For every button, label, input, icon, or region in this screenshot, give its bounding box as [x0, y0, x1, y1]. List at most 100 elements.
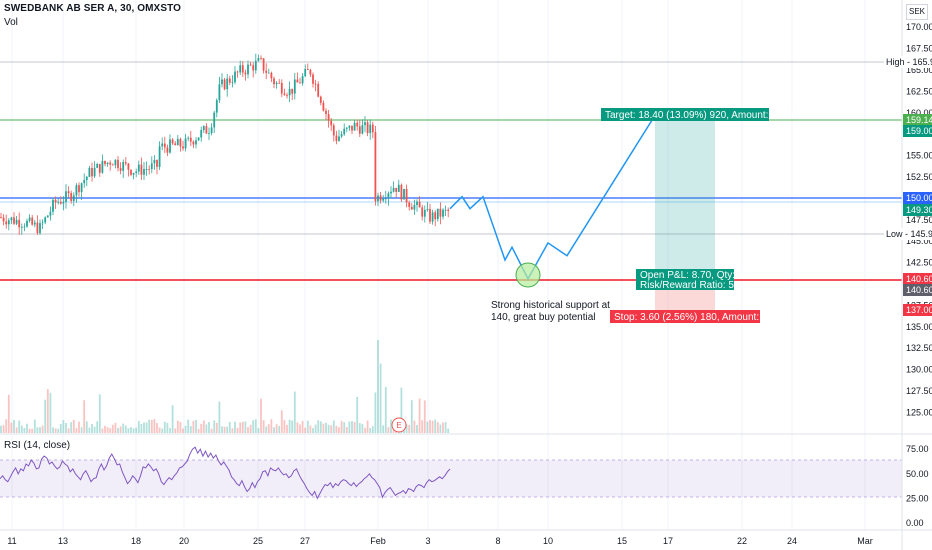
price-tick: 127.50 — [906, 386, 932, 396]
volume-bar — [332, 420, 335, 433]
high-tag-bg — [884, 56, 932, 68]
volume-bar — [44, 399, 47, 433]
volume-bar — [319, 421, 322, 433]
volume-bar — [119, 426, 122, 433]
candle-body — [0, 217, 2, 219]
volume-bar — [299, 424, 301, 433]
volume-bar — [436, 422, 439, 433]
currency-button[interactable]: SEK — [906, 4, 928, 20]
symbol-title[interactable]: SWEDBANK AB SER A, 30, OMXSTO — [4, 3, 181, 14]
candle-body — [351, 125, 353, 131]
rsi-tick: 50.00 — [906, 469, 929, 479]
volume-bar — [70, 422, 73, 433]
volume-bar — [226, 426, 229, 433]
volume-bar — [377, 339, 379, 433]
price-axis[interactable]: 125.00127.50130.00132.50135.00137.50140.… — [906, 22, 932, 417]
candle-body — [148, 168, 151, 170]
profit-zone[interactable] — [655, 120, 715, 280]
volume-bar — [340, 420, 343, 433]
volume-bar — [293, 391, 296, 433]
support-circle-marker[interactable] — [515, 262, 541, 288]
candle-body — [135, 171, 138, 174]
low-tag-bg — [884, 228, 932, 240]
candle-body — [124, 162, 127, 164]
candle-body — [114, 159, 117, 166]
volume-bar — [67, 428, 70, 433]
candle-body — [361, 125, 364, 134]
candle-body — [319, 96, 322, 103]
candle-body — [301, 76, 304, 84]
volume-bar — [304, 427, 307, 433]
candle-body — [218, 84, 221, 101]
candle-body — [145, 168, 148, 170]
candle-body — [119, 168, 122, 171]
candle-body — [192, 141, 195, 145]
badge-target-line-bg — [903, 114, 932, 126]
projection-path[interactable] — [449, 114, 656, 281]
time-axis[interactable]: 11 13 18 20 25 27 Feb 3 8 10 15 17 22 24 Mar — [7, 536, 872, 546]
candle-body — [291, 88, 294, 94]
candle-body — [306, 68, 309, 70]
candle-body — [410, 206, 413, 210]
volume-bar — [62, 420, 65, 433]
volume-bar — [75, 427, 78, 433]
volume-bar — [114, 422, 117, 433]
candle-body — [275, 82, 278, 85]
earnings-marker[interactable] — [391, 417, 407, 433]
volume-bar — [309, 425, 312, 433]
candle-body — [299, 82, 301, 84]
candle-body — [15, 219, 18, 224]
volume-bar — [231, 428, 234, 433]
candle-body — [140, 164, 143, 175]
candle-body — [161, 143, 164, 147]
volume-bar — [15, 427, 18, 433]
volume-bar — [442, 422, 444, 433]
volume-bar — [371, 426, 374, 433]
volume-bar — [429, 420, 431, 433]
badge-resistance-bg — [903, 192, 932, 204]
candle-body — [356, 122, 359, 127]
volume-bar — [322, 423, 325, 433]
candle-body — [335, 135, 338, 141]
candle-body — [228, 78, 231, 83]
volume-bar — [150, 419, 153, 433]
candle-body — [174, 143, 177, 146]
candle-body — [5, 221, 8, 225]
volume-label: Vol — [4, 17, 18, 28]
candle-body — [429, 208, 431, 222]
volume-bar — [124, 425, 127, 433]
volume-bar — [88, 427, 91, 433]
candle-body — [33, 222, 36, 225]
volume-bar — [356, 396, 359, 433]
badge-last-price-bg — [903, 204, 932, 216]
candle-body — [75, 185, 78, 196]
candle-body — [231, 82, 234, 84]
price-tick: 132.50 — [906, 343, 932, 353]
volume-bar — [338, 427, 340, 433]
candle-body — [2, 217, 5, 222]
candle-body — [80, 183, 83, 193]
volume-bar — [195, 419, 197, 433]
badge-resistance: 150.00 — [906, 193, 932, 203]
rsi-axis[interactable]: 0.00 25.00 50.00 75.00 — [906, 444, 929, 528]
candle-body — [117, 159, 119, 169]
volume-bar — [200, 423, 203, 433]
candle-body — [418, 201, 421, 208]
volume-bar — [169, 428, 171, 433]
openpl-label-bg — [636, 269, 734, 290]
candle-body — [226, 78, 229, 90]
candle-body — [210, 127, 213, 134]
volume-bar — [18, 420, 21, 433]
volume-bar — [387, 427, 390, 433]
candle-body — [54, 199, 57, 203]
badge-target: 159.00 — [906, 126, 932, 136]
candle-body — [270, 72, 273, 79]
candle-body — [98, 163, 101, 173]
volume-bar — [28, 428, 31, 433]
volume-bar — [221, 426, 223, 433]
candle-body — [137, 164, 140, 172]
time-tick: Mar — [857, 536, 873, 546]
candle-body — [195, 140, 197, 145]
candle-body — [176, 138, 179, 146]
